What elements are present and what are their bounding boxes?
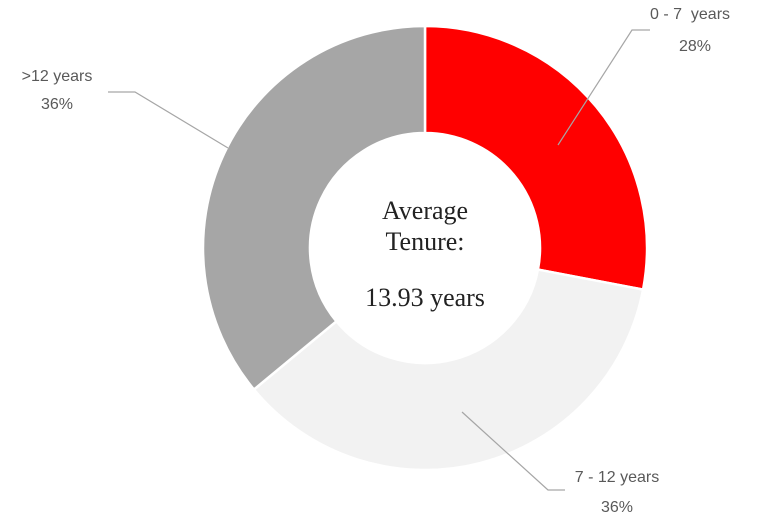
leader-line — [461, 411, 565, 491]
leader-line — [557, 29, 650, 146]
value-label: 28% — [679, 38, 711, 55]
value-label: 36% — [41, 96, 73, 113]
center-value: 13.93 years — [365, 283, 485, 312]
category-label: 0 - 7 years — [650, 6, 730, 23]
center-label: Average Tenure: — [381, 196, 469, 256]
donut-segment — [201, 24, 427, 392]
leader-line — [108, 91, 229, 149]
category-label: 7 - 12 years — [575, 469, 659, 486]
donut-segment — [423, 24, 649, 292]
category-label: >12 years — [22, 68, 93, 85]
value-label: 36% — [601, 499, 633, 516]
donut-segment — [252, 268, 645, 472]
